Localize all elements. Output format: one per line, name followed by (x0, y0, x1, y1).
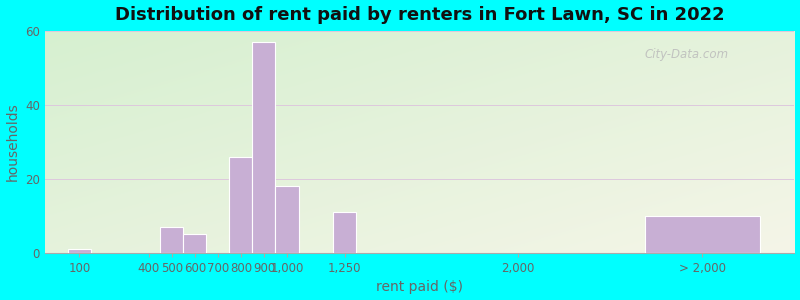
X-axis label: rent paid ($): rent paid ($) (376, 280, 463, 294)
Bar (183, 234, 206, 253)
Text: City-Data.com: City-Data.com (645, 48, 729, 62)
Bar (160, 227, 183, 253)
Bar (333, 212, 356, 253)
Y-axis label: households: households (6, 102, 19, 181)
Bar (253, 42, 275, 253)
Bar (68, 249, 91, 253)
Bar (230, 157, 253, 253)
Title: Distribution of rent paid by renters in Fort Lawn, SC in 2022: Distribution of rent paid by renters in … (115, 6, 725, 24)
Bar (275, 186, 298, 253)
Bar (645, 216, 760, 253)
